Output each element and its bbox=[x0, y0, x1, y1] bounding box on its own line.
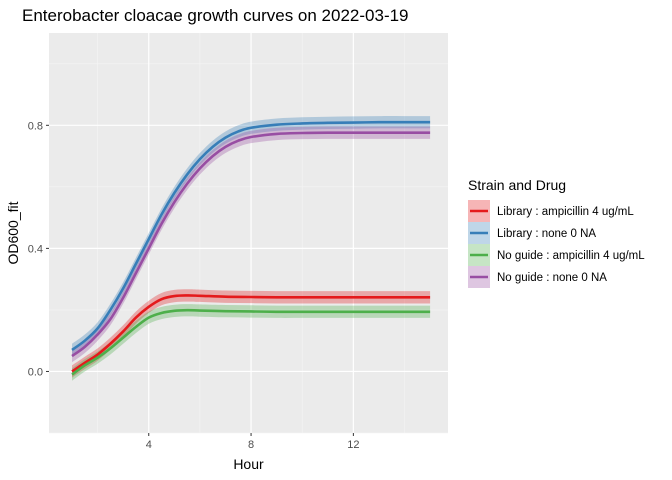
series-line bbox=[71, 294, 431, 373]
x-axis-label: Hour bbox=[233, 456, 264, 472]
y-tick-label: 0.0 bbox=[28, 366, 43, 378]
series-line bbox=[71, 120, 431, 351]
axis-ticks: 4 8 12 0.0 0.4 0.8 bbox=[28, 120, 360, 451]
y-tick-label: 0.8 bbox=[28, 120, 43, 132]
legend-label: Library : ampicillin 4 ug/mL bbox=[497, 206, 634, 218]
x-tick-label: 8 bbox=[248, 439, 254, 451]
legend: Strain and Drug Library : ampicillin 4 u… bbox=[468, 177, 645, 288]
chart-title: Enterobacter cloacae growth curves on 20… bbox=[22, 6, 409, 25]
x-tick-label: 4 bbox=[146, 439, 152, 451]
x-tick-label: 12 bbox=[347, 439, 359, 451]
legend-label: Library : none 0 NA bbox=[497, 228, 596, 240]
legend-title: Strain and Drug bbox=[468, 177, 566, 193]
plot-panel bbox=[49, 33, 448, 433]
series-lines bbox=[71, 120, 431, 376]
series-line bbox=[71, 131, 431, 358]
y-axis-label: OD600_fit bbox=[5, 201, 21, 264]
y-tick-label: 0.4 bbox=[28, 243, 43, 255]
legend-label: No guide : ampicillin 4 ug/mL bbox=[497, 250, 645, 262]
series-line bbox=[71, 308, 431, 376]
legend-label: No guide : none 0 NA bbox=[497, 272, 607, 284]
